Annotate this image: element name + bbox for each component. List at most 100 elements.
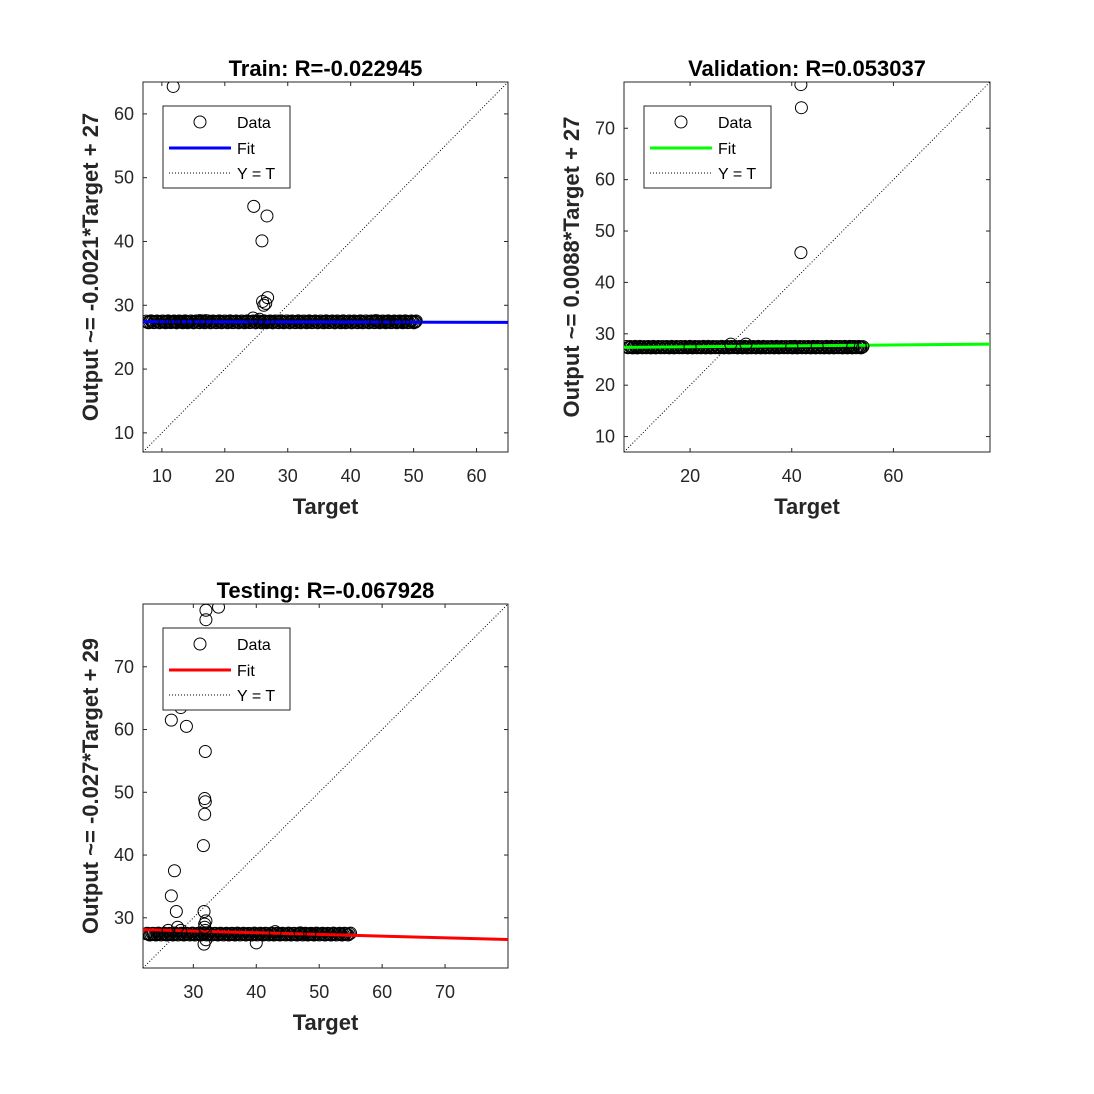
y-axis-label: Output ~= -0.0021*Target + 27: [78, 113, 103, 421]
x-tick-label: 70: [435, 982, 455, 1002]
data-point: [794, 246, 808, 260]
y-tick-label: 60: [595, 170, 615, 190]
data-point: [197, 937, 211, 951]
x-tick-label: 40: [246, 982, 266, 1002]
subplot-2: 20 40 60 10 20 30 40 50 60 70 Validation: R=0.0530…: [559, 56, 991, 519]
y-tick-label: 30: [595, 324, 615, 344]
x-tick-label: 30: [278, 466, 298, 486]
data-point: [303, 927, 317, 941]
data-point: [408, 315, 422, 329]
legend-label: Y = T: [237, 166, 275, 183]
x-tick-label: 60: [372, 982, 392, 1002]
data-point: [199, 613, 213, 627]
y-tick-label: 10: [595, 427, 615, 447]
data-point: [199, 314, 213, 328]
x-axis-label: Target: [774, 494, 840, 519]
data-point: [198, 807, 212, 821]
y-tick-label: 50: [114, 782, 134, 802]
legend-label: Data: [237, 637, 271, 654]
data-point: [198, 917, 212, 931]
data-point: [810, 340, 824, 354]
data-point: [199, 604, 213, 617]
data-point: [683, 340, 697, 354]
y-tick-label: 70: [595, 118, 615, 138]
y-tick-label: 40: [114, 845, 134, 865]
y-tick-label: 60: [114, 104, 134, 124]
data-point: [739, 337, 753, 351]
data-point: [794, 101, 808, 115]
data-point: [724, 337, 738, 351]
x-axis-label: Target: [293, 1010, 359, 1035]
x-tick-label: 40: [341, 466, 361, 486]
plot-content: [624, 82, 990, 452]
y-tick-label: 60: [114, 720, 134, 740]
x-tick-label: 30: [183, 982, 203, 1002]
chart-title: Train: R=-0.022945: [229, 56, 423, 81]
data-point: [247, 199, 261, 213]
plot-content: [143, 604, 508, 968]
identity-line: [143, 604, 508, 968]
x-tick-label: 60: [883, 466, 903, 486]
data-point: [174, 315, 188, 329]
x-axis-label: Target: [293, 494, 359, 519]
data-point: [167, 315, 181, 329]
data-point: [198, 744, 212, 758]
legend-label: Fit: [237, 141, 255, 158]
data-point: [198, 795, 212, 809]
legend-label: Fit: [237, 663, 255, 680]
fit-line: [143, 320, 508, 324]
data-point: [369, 314, 383, 328]
x-tick-label: 50: [404, 466, 424, 486]
data-point: [161, 923, 175, 937]
fit-line: [143, 928, 508, 942]
y-axis-label: Output ~= 0.0088*Target + 27: [559, 117, 584, 418]
x-tick-label: 40: [782, 466, 802, 486]
x-tick-label: 60: [467, 466, 487, 486]
data-point: [193, 314, 207, 328]
data-point: [393, 315, 407, 329]
data-point: [197, 905, 211, 919]
data-point: [257, 314, 271, 328]
data-point: [196, 839, 210, 853]
data-point: [158, 315, 172, 329]
data-point: [389, 315, 403, 329]
data-point: [262, 315, 276, 329]
legend: Data Fit Y = T: [162, 627, 291, 711]
data-point: [164, 713, 178, 727]
data-point: [198, 923, 212, 937]
data-point: [260, 209, 274, 223]
data-point: [255, 234, 269, 248]
data-point: [794, 82, 808, 92]
x-tick-label: 20: [680, 466, 700, 486]
data-point: [164, 889, 178, 903]
subplot-3: 30 40 50 60 70 30 40 50 60 70 Testing: R=-0.067928…: [78, 578, 509, 1035]
legend-marker-data: [193, 115, 207, 129]
y-tick-label: 50: [595, 221, 615, 241]
legend: Data Fit Y = T: [643, 105, 772, 189]
y-tick-label: 20: [114, 359, 134, 379]
legend-marker-data: [674, 115, 688, 129]
data-point: [169, 905, 183, 919]
data-point: [261, 291, 275, 305]
data-point: [212, 604, 226, 614]
data-point: [179, 719, 193, 733]
data-point: [249, 936, 263, 950]
y-tick-label: 20: [595, 375, 615, 395]
legend: Data Fit Y = T: [162, 105, 291, 189]
data-point: [174, 923, 188, 937]
legend-label: Data: [718, 115, 752, 132]
plot-content: [143, 82, 508, 452]
legend-label: Fit: [718, 141, 736, 158]
y-tick-label: 40: [595, 272, 615, 292]
data-point: [344, 926, 358, 940]
data-point: [166, 82, 180, 93]
data-point: [381, 315, 395, 329]
data-point: [257, 298, 271, 312]
data-point: [167, 864, 181, 878]
data-point: [171, 920, 185, 934]
data-point: [856, 340, 870, 354]
data-point: [853, 340, 867, 354]
data-point: [268, 925, 282, 939]
y-tick-label: 30: [114, 295, 134, 315]
